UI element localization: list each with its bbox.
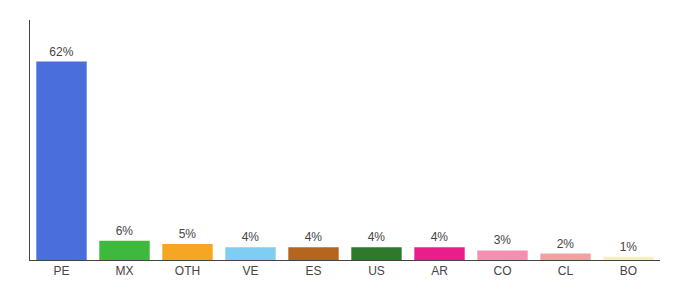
svg-text:PE: PE — [53, 264, 69, 278]
svg-text:3%: 3% — [494, 233, 512, 247]
svg-text:1%: 1% — [620, 240, 638, 254]
svg-text:CO: CO — [494, 264, 512, 278]
svg-text:2%: 2% — [557, 237, 575, 251]
svg-text:BO: BO — [620, 264, 637, 278]
svg-text:VE: VE — [242, 264, 258, 278]
svg-text:62%: 62% — [49, 45, 73, 59]
svg-text:MX: MX — [116, 264, 134, 278]
svg-text:4%: 4% — [305, 230, 323, 244]
svg-text:4%: 4% — [368, 230, 386, 244]
svg-text:ES: ES — [305, 264, 321, 278]
svg-text:4%: 4% — [431, 230, 449, 244]
svg-text:6%: 6% — [116, 224, 134, 238]
svg-text:AR: AR — [431, 264, 448, 278]
svg-text:4%: 4% — [242, 230, 260, 244]
svg-text:US: US — [368, 264, 385, 278]
svg-text:CL: CL — [558, 264, 574, 278]
svg-text:OTH: OTH — [175, 264, 200, 278]
svg-text:5%: 5% — [179, 227, 197, 241]
